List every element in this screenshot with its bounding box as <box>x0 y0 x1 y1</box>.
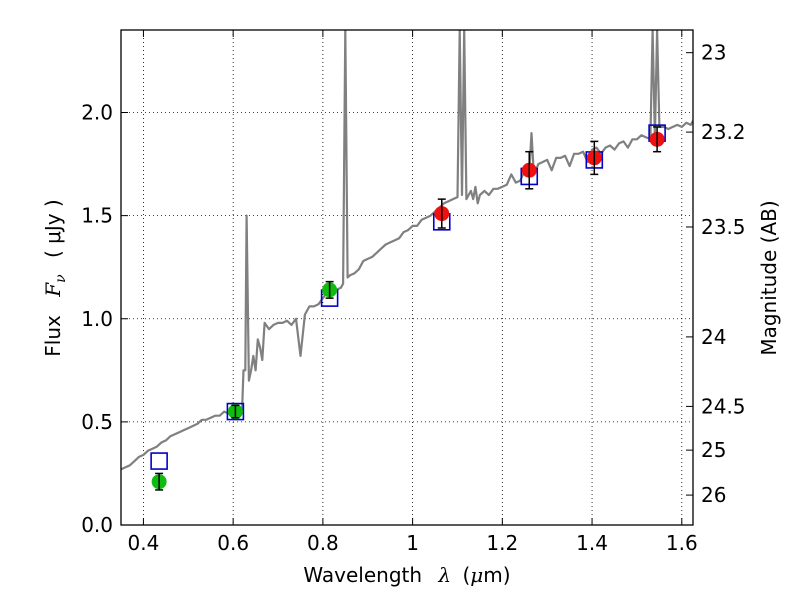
y-tick-label: 0.5 <box>81 410 113 434</box>
x-axis-label: Wavelength λ (μm) <box>303 563 510 587</box>
x-axis-label-rest: m) <box>483 563 510 587</box>
y-axis-label-symbol: F <box>41 282 65 298</box>
ticks: 0.4 0.6 0.8 1 1.2 1.4 1.6 0.0 0.5 1.0 1.5 2.0 23 23.2… <box>81 30 746 555</box>
y-axis-right-label: Magnitude (AB) <box>757 200 781 355</box>
y-axis-label-subscript: ν <box>53 274 69 283</box>
y-axis-label: Flux Fν ( μJy ) <box>41 199 70 356</box>
x-axis-label-open: ( <box>462 563 470 587</box>
x-tick-label: 1.6 <box>666 531 698 555</box>
plot-background <box>121 30 693 525</box>
x-tick-label: 0.6 <box>217 531 249 555</box>
y-tick-label: 0.0 <box>81 513 113 537</box>
y-right-tick-label: 25 <box>701 438 726 462</box>
y-tick-label: 2.0 <box>81 101 113 125</box>
x-tick-label: 0.8 <box>307 531 339 555</box>
y-tick-label: 1.0 <box>81 307 113 331</box>
x-axis-label-mu: μ <box>470 563 483 587</box>
y-tick-label: 1.5 <box>81 204 113 228</box>
x-tick-label: 1 <box>406 531 419 555</box>
x-axis-label-symbol: λ <box>437 563 451 587</box>
x-tick-label: 1.4 <box>576 531 608 555</box>
y-right-tick-label: 24.5 <box>701 394 746 418</box>
plot-frame <box>120 29 694 526</box>
y-right-tick-label: 24 <box>701 325 726 349</box>
model-photometry-square <box>150 452 168 470</box>
x-tick-label: 1.2 <box>486 531 518 555</box>
y-right-tick-label: 23.5 <box>701 215 746 239</box>
y-right-tick-label: 26 <box>701 483 726 507</box>
model-photometry-square <box>226 402 245 421</box>
y-axis-label-prefix: Flux <box>41 315 65 357</box>
y-axis-label-unit: ( μJy ) <box>41 199 65 258</box>
x-axis-label-prefix: Wavelength <box>303 563 422 587</box>
x-tick-label: 0.4 <box>128 531 160 555</box>
y-right-tick-label: 23 <box>701 41 726 65</box>
y-right-tick-label: 23.2 <box>701 120 746 144</box>
data-layer <box>121 30 693 491</box>
